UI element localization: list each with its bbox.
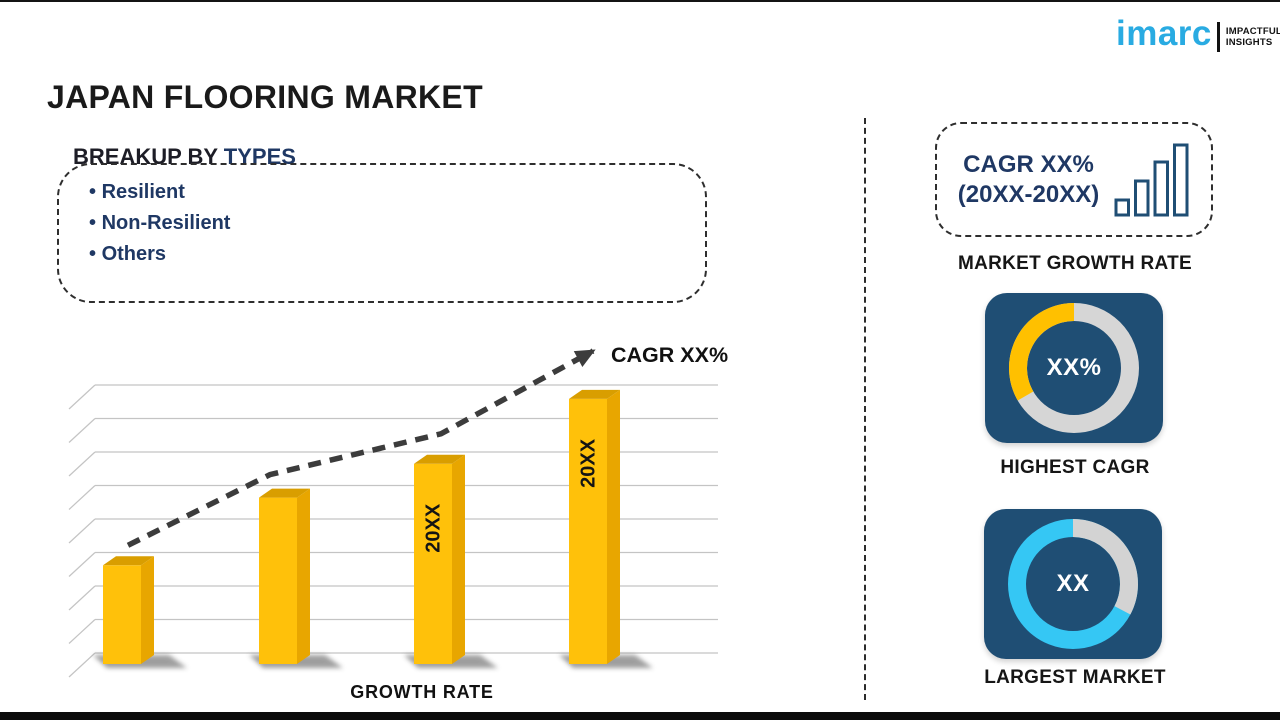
logo-brand-text: imarc bbox=[1116, 14, 1212, 53]
logo-tagline-line2: INSIGHTS bbox=[1225, 37, 1273, 48]
page-title: JAPAN FLOORING MARKET bbox=[47, 79, 483, 116]
panel-divider bbox=[864, 118, 866, 700]
largest-market-donut bbox=[1008, 519, 1138, 649]
svg-text:20XX: 20XX bbox=[578, 438, 600, 488]
highest-cagr-value: XX% bbox=[1046, 354, 1102, 381]
growth-bars-icon bbox=[1114, 143, 1189, 216]
cagr-box-line1: CAGR XX% bbox=[963, 150, 1094, 178]
cagr-box: CAGR XX% (20XX-20XX) bbox=[935, 122, 1213, 237]
list-item: Non-Resilient bbox=[89, 208, 705, 239]
largest-market-label: LARGEST MARKET bbox=[984, 667, 1166, 688]
highest-cagr-donut bbox=[1009, 303, 1139, 433]
breakup-heading: BREAKUP BY TYPES bbox=[73, 144, 296, 170]
imarc-logo: imarc IMPACTFUL INSIGHTS bbox=[1116, 12, 1280, 56]
growth-bar-chart-svg: 20XX 20XX CAGR XX% GROWTH RATE bbox=[68, 343, 728, 702]
highest-cagr-label: HIGHEST CAGR bbox=[1000, 457, 1150, 478]
svg-text:CAGR XX%: CAGR XX% bbox=[611, 343, 728, 367]
bottom-rule bbox=[0, 712, 1280, 720]
list-item: Others bbox=[89, 239, 705, 270]
logo-tagline-line1: IMPACTFUL bbox=[1225, 26, 1280, 37]
list-item: Resilient bbox=[89, 177, 705, 208]
top-rule bbox=[0, 0, 1280, 2]
largest-market-card: XX bbox=[984, 509, 1162, 659]
svg-text:20XX: 20XX bbox=[423, 503, 445, 553]
market-growth-rate-label: MARKET GROWTH RATE bbox=[957, 253, 1193, 274]
cagr-box-text: CAGR XX% (20XX-20XX) bbox=[958, 150, 1099, 210]
svg-text:GROWTH RATE: GROWTH RATE bbox=[350, 682, 493, 702]
highest-cagr-card: XX% bbox=[985, 293, 1163, 443]
breakup-list: ResilientNon-ResilientOthers bbox=[89, 177, 705, 270]
breakup-heading-prefix: BREAKUP BY bbox=[73, 144, 224, 170]
largest-market-value: XX bbox=[1056, 570, 1090, 597]
cagr-box-line2: (20XX-20XX) bbox=[957, 180, 1100, 208]
breakup-heading-highlight: TYPES bbox=[223, 144, 296, 170]
logo-divider bbox=[1216, 22, 1220, 52]
breakup-box: ResilientNon-ResilientOthers bbox=[57, 163, 707, 303]
growth-chart: 20XX 20XX CAGR XX% GROWTH RATE bbox=[60, 330, 740, 720]
logo-tagline: IMPACTFUL INSIGHTS bbox=[1226, 26, 1280, 48]
